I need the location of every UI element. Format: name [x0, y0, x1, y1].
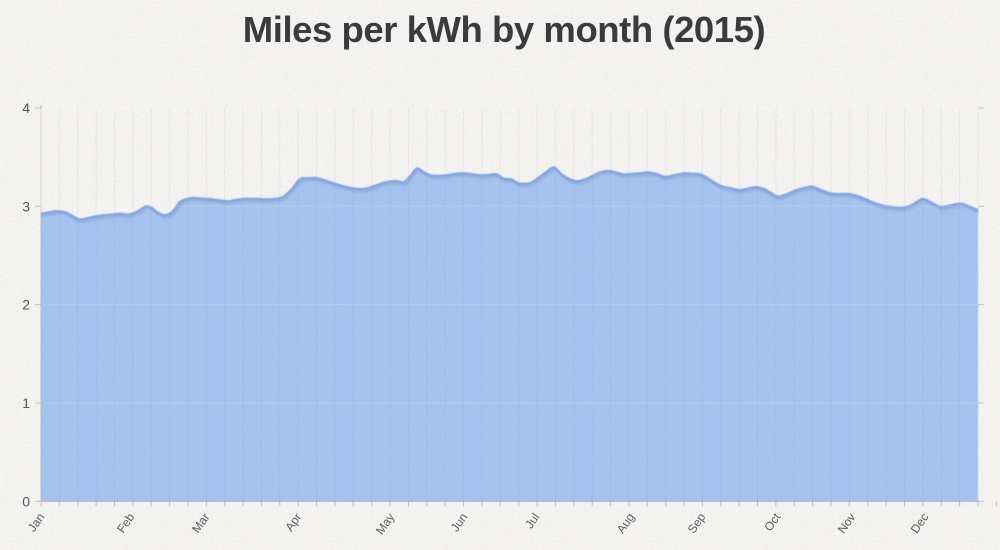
svg-text:Sep: Sep — [685, 510, 709, 536]
svg-text:Oct: Oct — [761, 510, 784, 534]
svg-text:2: 2 — [22, 297, 30, 313]
svg-text:0: 0 — [22, 493, 30, 509]
svg-text:4: 4 — [22, 100, 30, 116]
svg-text:3: 3 — [22, 198, 30, 214]
svg-text:1: 1 — [22, 395, 30, 411]
svg-text:Aug: Aug — [614, 510, 638, 536]
svg-text:Mar: Mar — [189, 510, 212, 535]
svg-text:Jan: Jan — [25, 510, 48, 534]
svg-text:Jul: Jul — [522, 510, 542, 531]
svg-text:Jun: Jun — [448, 510, 471, 534]
svg-text:Nov: Nov — [835, 510, 859, 536]
svg-text:Apr: Apr — [282, 510, 304, 533]
svg-text:Dec: Dec — [908, 510, 932, 536]
svg-text:Feb: Feb — [114, 510, 138, 535]
svg-text:May: May — [373, 510, 397, 537]
